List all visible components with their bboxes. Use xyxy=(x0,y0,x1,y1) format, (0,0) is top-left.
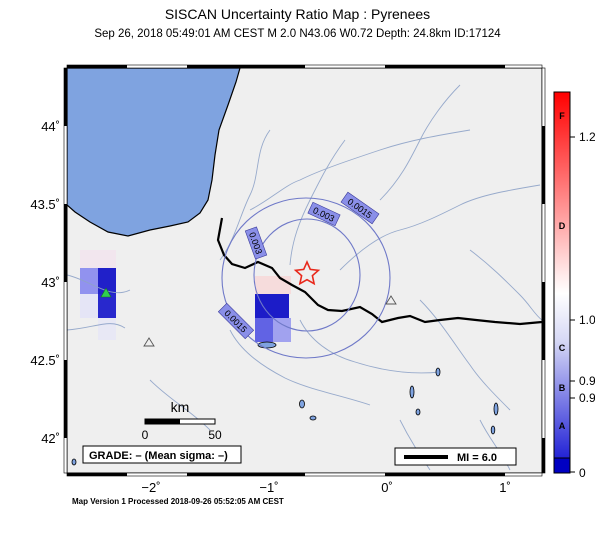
longitude-label: −1˚ xyxy=(259,480,278,495)
latitude-label: 43.5˚ xyxy=(30,197,60,212)
latitude-label: 42˚ xyxy=(41,431,60,446)
seismic-station xyxy=(143,337,155,347)
scale-min-label: 0 xyxy=(142,428,149,442)
mi-legend-label: MI = 6.0 xyxy=(457,452,497,464)
frame-border-ticks xyxy=(63,64,546,477)
longitude-label: −2˚ xyxy=(141,480,160,495)
grade-label: GRADE: – (Mean sigma: –) xyxy=(89,450,228,462)
color-bar: F D C B A 1.2 1.0 0.9 0.9 0 xyxy=(553,91,595,480)
seismic-station xyxy=(100,287,112,298)
longitude-axis: −2˚ −1˚ 0˚ 1˚ xyxy=(141,480,510,495)
scale-bar: km 0 50 xyxy=(142,399,222,442)
epicenter-star xyxy=(293,260,321,286)
colorbar-ticks xyxy=(570,136,575,473)
contour-labels: 0.0015 0.003 0.003 0.0015 xyxy=(217,191,380,340)
colorbar-value: 0.9 xyxy=(579,391,595,405)
colorbar-value: 1.0 xyxy=(579,313,595,327)
colorbar-value: 1.2 xyxy=(579,130,595,144)
scale-max-label: 50 xyxy=(208,428,222,442)
latitude-label: 44˚ xyxy=(41,119,60,134)
grade-letter: A xyxy=(559,421,566,431)
lakes xyxy=(71,341,499,466)
event-subtitle: Sep 26, 2018 05:49:01 AM CEST M 2.0 N43.… xyxy=(94,28,501,40)
map-title: SISCAN Uncertainty Ratio Map : Pyrenees xyxy=(164,6,431,22)
colorbar-values: 1.2 1.0 0.9 0.9 0 xyxy=(579,130,595,480)
uncertainty-contours xyxy=(221,197,391,359)
grade-box: GRADE: – (Mean sigma: –) xyxy=(82,445,242,464)
colorbar-value: 0 xyxy=(579,466,586,480)
seismic-station xyxy=(385,295,397,305)
colorbar-letters: F D C B A xyxy=(559,111,566,431)
sea-bay-of-biscay xyxy=(67,68,241,237)
longitude-label: 1˚ xyxy=(499,480,511,495)
uncertainty-grid xyxy=(80,250,291,342)
scale-unit: km xyxy=(171,399,190,415)
grade-letter: C xyxy=(559,343,566,353)
colorbar-value: 0.9 xyxy=(579,374,595,388)
grade-letter: B xyxy=(559,383,566,393)
processing-footer: Map Version 1 Processed 2018-09-26 05:52… xyxy=(72,497,284,506)
grade-letter: F xyxy=(559,111,565,121)
longitude-label: 0˚ xyxy=(381,480,393,495)
latitude-axis: 44˚ 43.5˚ 43˚ 42.5˚ 42˚ xyxy=(30,119,60,446)
national-border xyxy=(216,217,542,326)
mi-legend-box: MI = 6.0 xyxy=(394,447,517,466)
latitude-label: 42.5˚ xyxy=(30,353,60,368)
grade-letter: D xyxy=(559,221,566,231)
latitude-label: 43˚ xyxy=(41,275,60,290)
